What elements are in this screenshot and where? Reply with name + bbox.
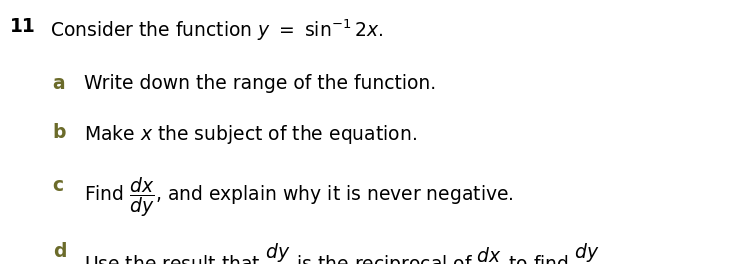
Text: Consider the function $y\ =\ \sin^{-1} 2x$.: Consider the function $y\ =\ \sin^{-1} 2… (50, 17, 383, 43)
Text: Write down the range of the function.: Write down the range of the function. (84, 74, 436, 93)
Text: c: c (53, 176, 64, 195)
Text: a: a (53, 74, 65, 93)
Text: Find $\dfrac{dx}{dy}$, and explain why it is never negative.: Find $\dfrac{dx}{dy}$, and explain why i… (84, 176, 514, 219)
Text: b: b (53, 123, 66, 142)
Text: Make $x$ the subject of the equation.: Make $x$ the subject of the equation. (84, 123, 417, 146)
Text: 11: 11 (10, 17, 35, 36)
Text: Use the result that $\dfrac{dy}{dx}$ is the reciprocal of $\dfrac{dx}{dy}$ to fi: Use the result that $\dfrac{dy}{dx}$ is … (84, 242, 606, 264)
Text: d: d (53, 242, 66, 261)
